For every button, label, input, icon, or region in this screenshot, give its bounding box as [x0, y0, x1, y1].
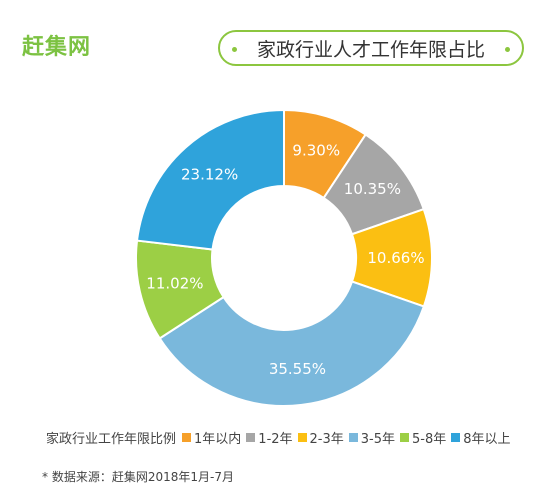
donut-chart: 9.30% 10.35% 10.66% 35.55% 11.02% 23.12% — [135, 108, 433, 407]
legend-item-6: 8年以上 — [451, 428, 511, 447]
legend-item-5: 5-8年 — [400, 428, 446, 447]
legend-swatch — [348, 432, 358, 442]
slice-label-3: 10.66% — [367, 249, 424, 267]
legend-label: 1年以内 — [194, 431, 242, 447]
donut-slice-4 — [158, 280, 426, 407]
slice-label-6: 23.12% — [181, 165, 238, 183]
slice-label-2: 10.35% — [344, 180, 401, 198]
chart-legend: 家政行业工作年限比例 1年以内 1-2年 2-3年 3-5年 5-8年 8年以上 — [46, 427, 516, 447]
legend-label: 2-3年 — [309, 431, 344, 447]
title-dot-right — [505, 47, 510, 52]
legend-swatch — [451, 432, 461, 442]
chart-title-pill: 家政行业人才工作年限占比 — [218, 30, 524, 66]
legend-item-1: 1年以内 — [182, 428, 241, 447]
legend-title: 家政行业工作年限比例 — [46, 431, 177, 447]
legend-label: 5-8年 — [412, 431, 447, 447]
legend-item-3: 2-3年 — [297, 428, 344, 447]
legend-label: 3-5年 — [360, 431, 395, 447]
legend-label: 8年以上 — [463, 431, 511, 447]
data-source-note: * 数据来源：赶集网2018年1月-7月 — [42, 470, 234, 484]
legend-item-2: 1-2年 — [246, 428, 293, 447]
legend-swatch — [246, 432, 256, 442]
legend-item-4: 3-5年 — [348, 428, 395, 447]
chart-title: 家政行业人才工作年限占比 — [256, 38, 485, 61]
brand-logo: 赶集网 — [22, 35, 92, 60]
donut-slice-6 — [135, 108, 285, 251]
title-dot-left — [232, 47, 237, 52]
legend-swatch — [182, 432, 192, 442]
slice-label-5: 11.02% — [146, 274, 203, 292]
legend-swatch — [400, 432, 409, 442]
slice-label-4: 35.55% — [269, 360, 326, 378]
legend-swatch — [297, 432, 307, 442]
slice-label-1: 9.30% — [292, 142, 340, 160]
legend-label: 1-2年 — [258, 431, 293, 447]
